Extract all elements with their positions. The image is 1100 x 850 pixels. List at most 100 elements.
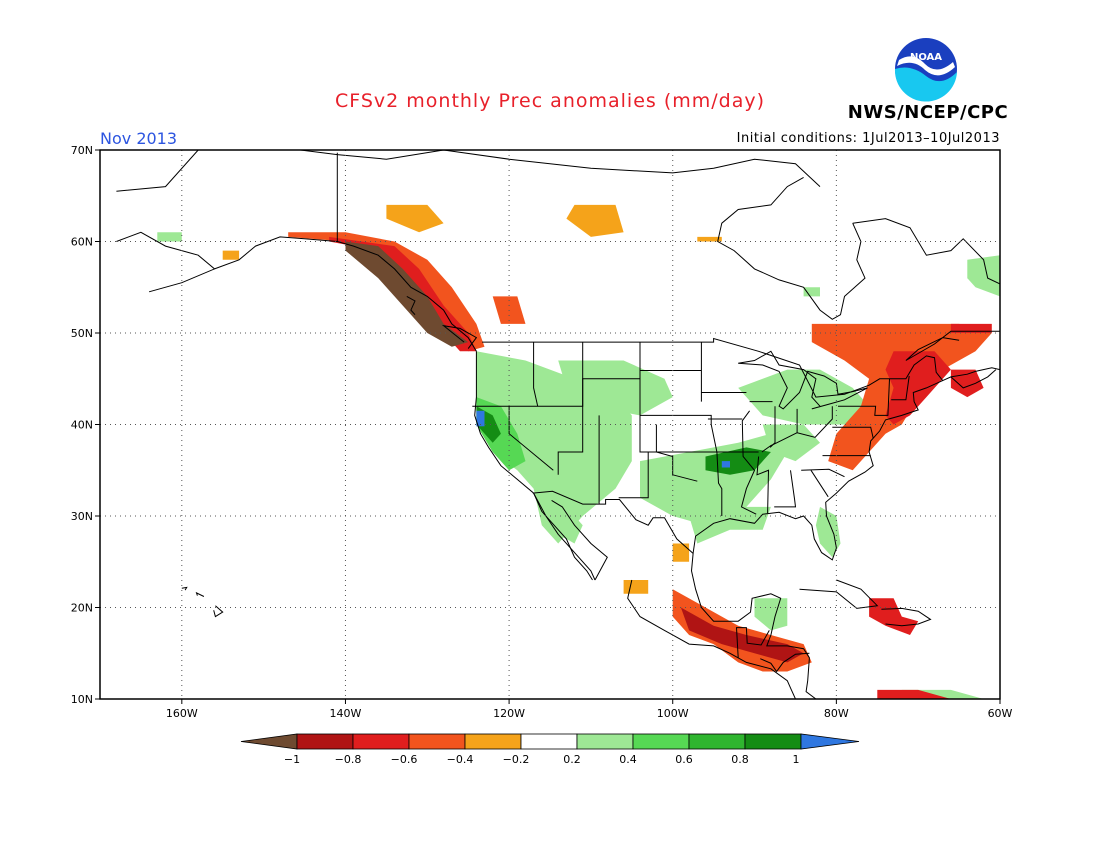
coastline [905, 330, 1000, 361]
political-border [774, 470, 797, 508]
coastline [116, 231, 216, 293]
coastline [692, 367, 1000, 561]
political-border [740, 410, 757, 515]
political-border [832, 426, 874, 439]
coastline [881, 607, 932, 627]
map-title: CFSv2 monthly Prec anomalies (mm/day) [334, 90, 766, 112]
legend-swatch [464, 733, 522, 750]
coastline [738, 350, 868, 410]
legend-label: 1 [793, 753, 800, 766]
lat-label: 10N [71, 693, 93, 706]
legend-label: 0.2 [563, 753, 581, 766]
legend-label: −1 [284, 753, 300, 766]
legend-swatch [744, 733, 802, 750]
lat-label: 40N [71, 419, 93, 432]
lon-label: 160W [166, 707, 198, 720]
anomaly-alaska-sw-patch [222, 250, 240, 260]
political-border [769, 406, 776, 448]
anomaly-venezuela-coast [877, 689, 951, 699]
anomaly-florida-wet [815, 506, 841, 558]
anomaly-alaska-west-wet [157, 232, 182, 242]
legend-swatch [576, 733, 634, 750]
anomaly-hudson-wet [803, 287, 820, 297]
coastline [690, 552, 817, 699]
lon-label: 60W [988, 707, 1013, 720]
lon-label: 100W [657, 707, 689, 720]
coastline [551, 499, 608, 581]
political-border [756, 456, 770, 514]
political-border [801, 468, 845, 478]
legend-swatch [688, 733, 746, 750]
coastline [406, 295, 416, 316]
anomaly-central-america-strong [680, 607, 804, 663]
legend-label: −0.6 [391, 753, 418, 766]
anomaly-rockies-wet [558, 360, 673, 416]
logo-text: NOAA [910, 52, 942, 63]
anomaly-new-england-strong [885, 351, 951, 425]
anomaly-yukon-patch [386, 204, 444, 233]
lon-label: 80W [824, 707, 849, 720]
legend-swatch [408, 733, 466, 750]
anomaly-baja-wet [541, 497, 583, 544]
coastline [116, 150, 821, 192]
coastline [181, 586, 188, 591]
legend-arrow-low [240, 733, 298, 750]
coastline [627, 579, 796, 699]
legend-label: 0.8 [731, 753, 749, 766]
political-border [810, 470, 829, 498]
anomaly-norcal-peak [476, 410, 485, 427]
coastline [213, 605, 224, 618]
anomaly-caribbean-patch [869, 598, 919, 635]
anomaly-arkansas-peak [721, 461, 730, 468]
org-label: NWS/NCEP/CPC [847, 102, 1009, 123]
coastline [195, 591, 205, 597]
lat-label: 60N [71, 236, 93, 249]
lon-label: 140W [330, 707, 362, 720]
legend-swatch [520, 733, 578, 750]
anomaly-yucatan-wet [754, 598, 788, 631]
coastline [799, 579, 879, 609]
noaa-logo-icon: NOAA [894, 38, 957, 102]
legend-label: −0.8 [335, 753, 362, 766]
anomaly-hudson-sw-patch [697, 236, 722, 242]
coastline-layer [116, 150, 1000, 699]
latitude-labels: 70N 60N 50N 40N 30N 20N 10N [71, 144, 100, 706]
political-border [655, 424, 698, 482]
political-border [532, 490, 694, 554]
longitude-labels: 160W 140W 120W 100W 80W 60W [166, 699, 1013, 720]
political-border [891, 375, 910, 401]
anomaly-alaska-panhandle [345, 241, 469, 347]
graticule [100, 150, 1000, 699]
anomaly-mexico-central-patch [623, 580, 649, 594]
political-border [760, 652, 810, 673]
lon-label: 120W [493, 707, 525, 720]
coastline [214, 236, 477, 352]
lat-label: 20N [71, 602, 93, 615]
lat-label: 30N [71, 510, 93, 523]
legend-label: −0.4 [447, 753, 474, 766]
legend-swatch [632, 733, 690, 750]
political-border [796, 406, 833, 438]
political-border [640, 342, 702, 402]
anomaly-arkansas-core [705, 447, 771, 475]
forecast-month: Nov 2013 [100, 129, 178, 148]
legend-swatch [296, 733, 354, 750]
political-border [533, 342, 539, 407]
lat-label: 50N [71, 327, 93, 340]
legend-label: 0.4 [619, 753, 637, 766]
coastline [533, 492, 593, 581]
political-border [735, 627, 770, 658]
coastline [441, 324, 478, 349]
legend-arrow-high [800, 733, 860, 750]
coastline [852, 218, 1000, 332]
anomaly-gulf-west-patch [672, 543, 690, 562]
color-legend: −1 −0.8 −0.6 −0.4 −0.2 0.2 0.4 0.6 0.8 1 [240, 733, 860, 766]
anomaly-nova-scotia-patch [950, 369, 984, 398]
political-border [482, 337, 944, 398]
political-border [557, 342, 584, 475]
coastline [717, 176, 866, 320]
initial-conditions: Initial conditions: 1Jul2013–10Jul2013 [736, 131, 1000, 146]
legend-label: 0.6 [675, 753, 693, 766]
political-border [838, 378, 890, 416]
